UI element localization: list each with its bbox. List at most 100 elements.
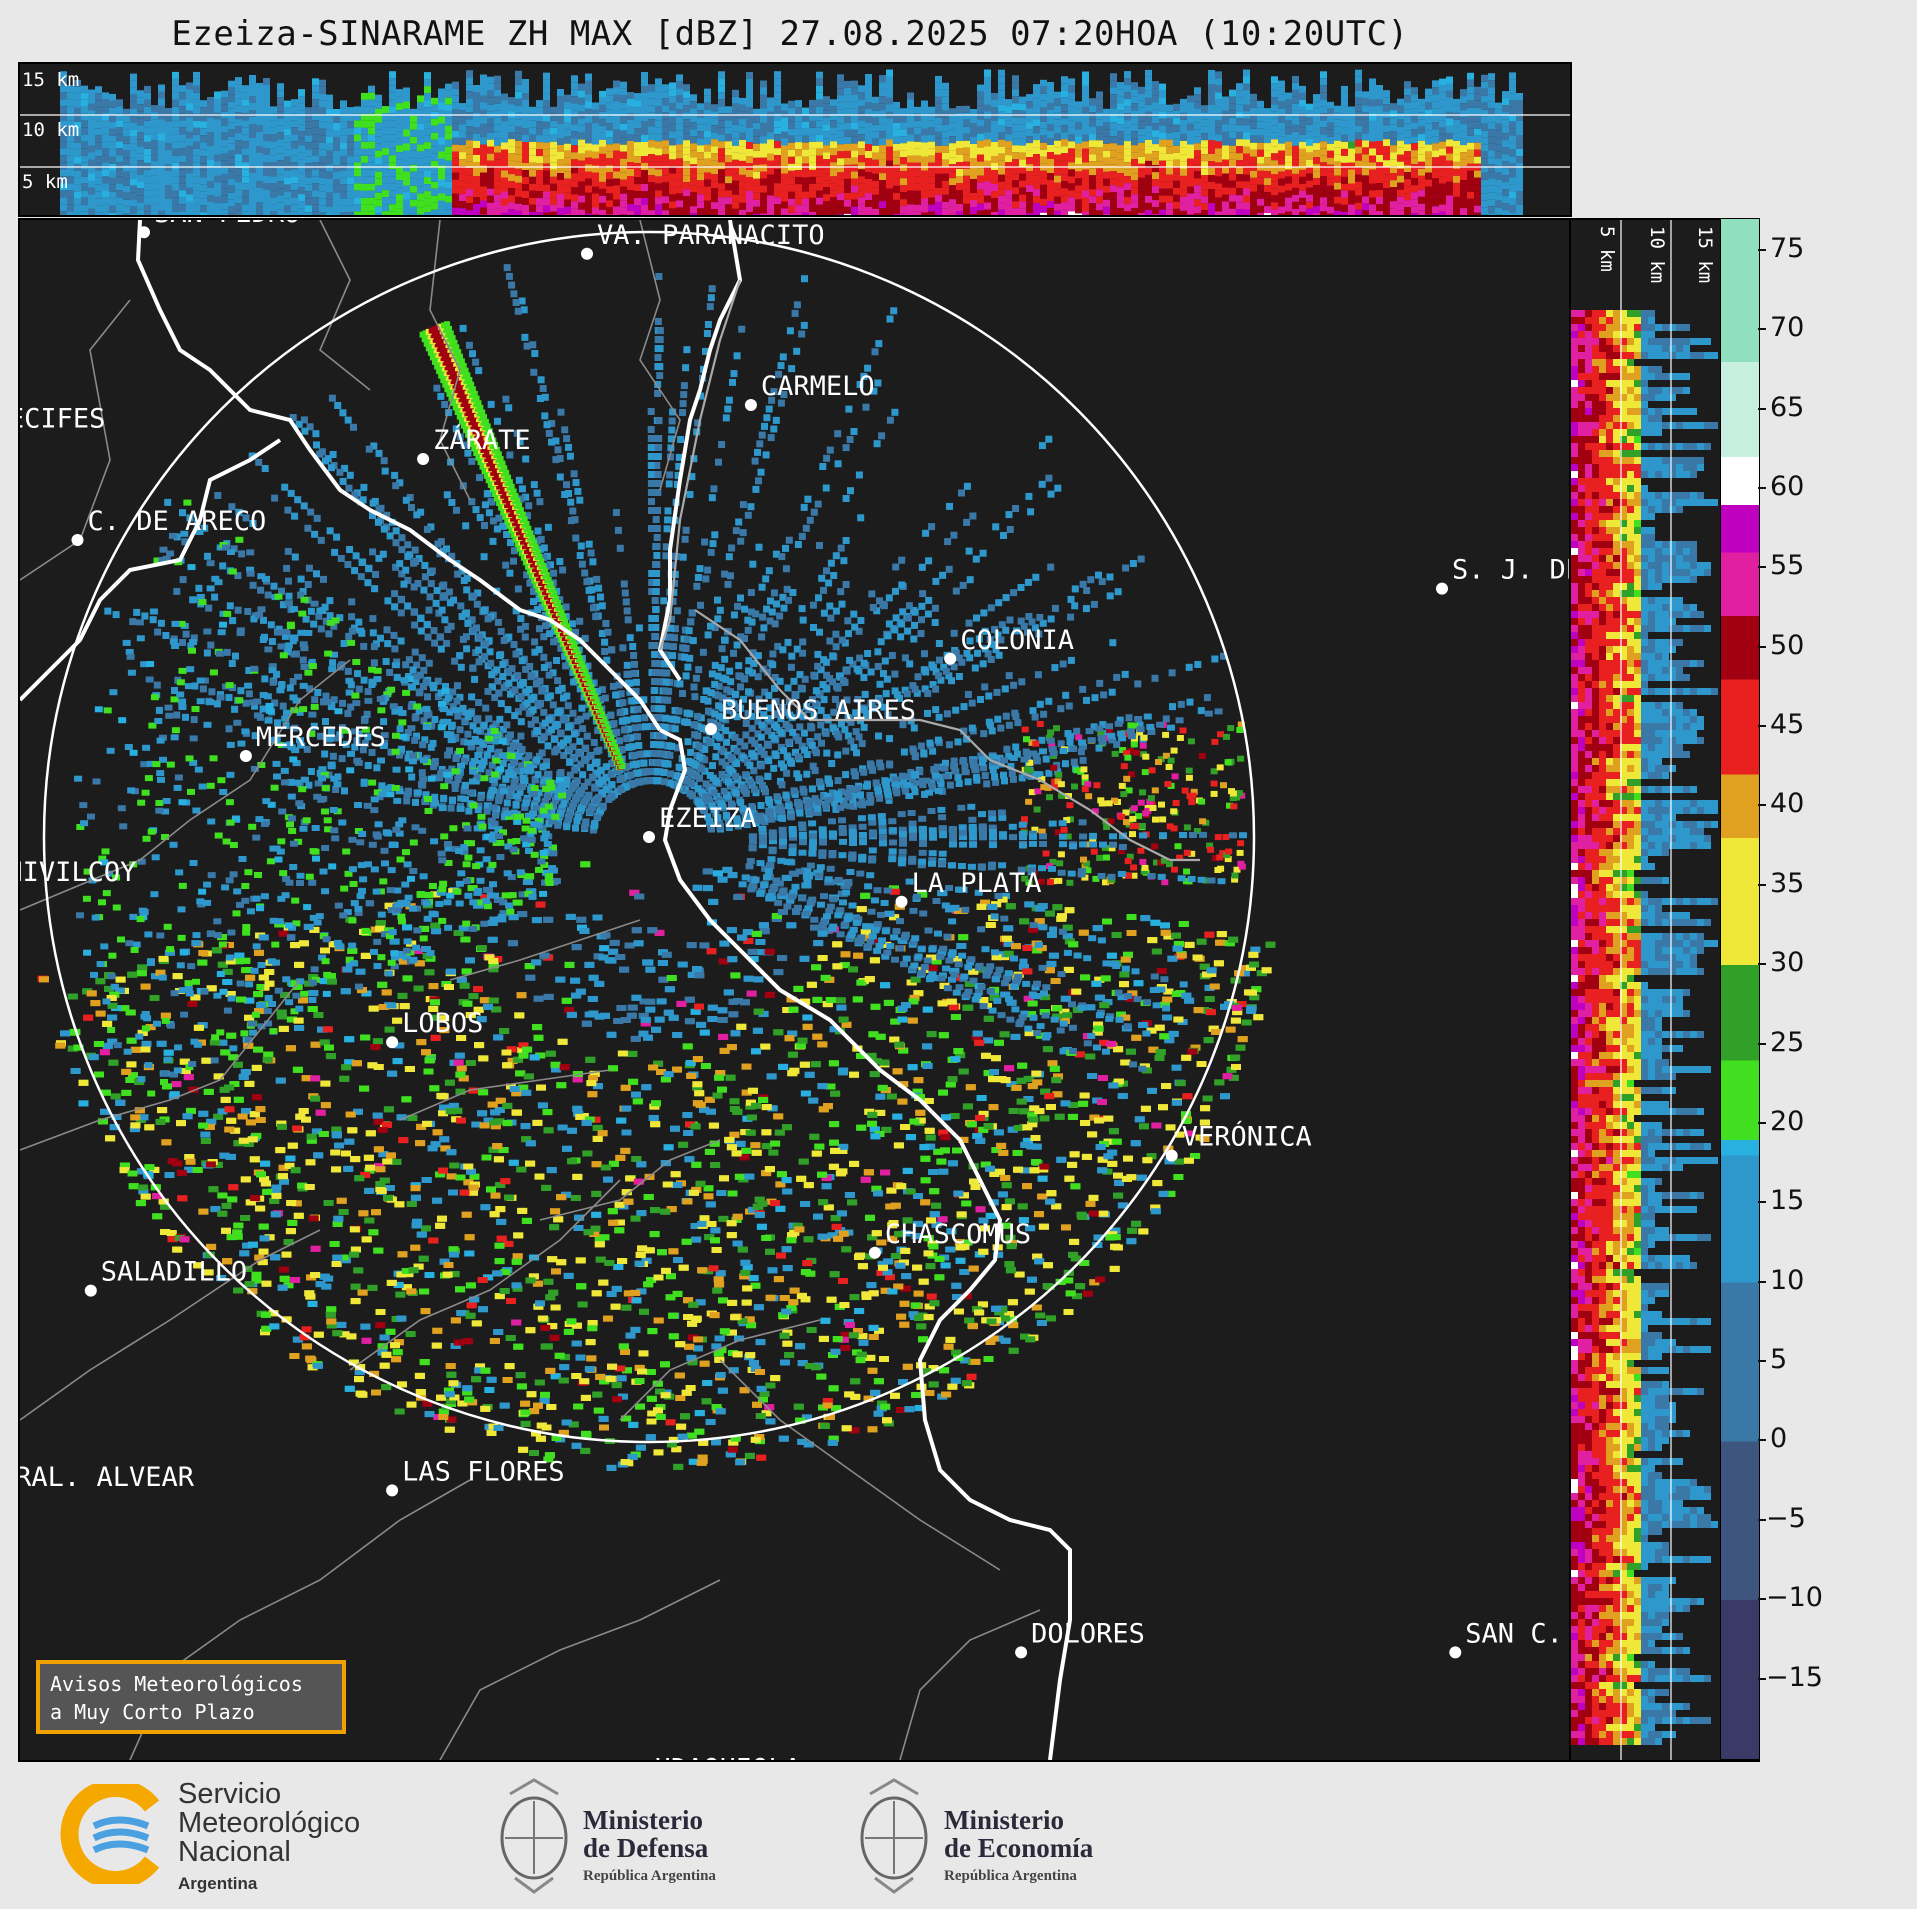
city-label: CHASCOMÚS <box>885 1218 1031 1250</box>
colorbar-tick-label: −10 <box>1766 1582 1823 1614</box>
defensa-line1: Ministerio <box>583 1805 703 1835</box>
avisos-line2: a Muy Corto Plazo <box>50 1700 255 1724</box>
right-label-10km: 10 km <box>1646 226 1668 283</box>
city-label: DOLORES <box>1031 1618 1145 1649</box>
colorbar-tick-label: 5 <box>1770 1344 1788 1376</box>
economia-line1: Ministerio <box>944 1805 1064 1835</box>
right-profile-canvas: 5 km 10 km 15 km <box>1571 220 1718 1760</box>
colorbar-tick-label: −5 <box>1766 1502 1806 1534</box>
colorbar-tick-mark <box>1758 1121 1766 1124</box>
city-marker <box>1449 1646 1462 1659</box>
economia-sub: República Argentina <box>944 1868 1077 1884</box>
avisos-box[interactable]: Avisos Meteorológicos a Muy Corto Plazo <box>36 1660 346 1734</box>
colorbar-tick-mark <box>1758 1042 1766 1045</box>
colorbar-tick-mark <box>1758 1360 1766 1363</box>
top-label-10km: 10 km <box>22 119 79 141</box>
reflectivity-colorbar <box>1720 218 1760 1760</box>
province-borders <box>20 220 1041 1760</box>
city-marker <box>239 750 252 762</box>
right-label-5km: 5 km <box>1596 226 1618 272</box>
city-label: BUENOS AIRES <box>721 695 916 726</box>
colorbar-tick-mark <box>1758 1677 1766 1680</box>
radar-map-canvas: ROSARIOGUALEGUAYCHÚGUALEGUAYSAN NICOLÁSD… <box>20 220 1570 1760</box>
colorbar-tick-label: 40 <box>1770 788 1805 820</box>
colorbar-tick-label: 0 <box>1770 1423 1788 1455</box>
colorbar-tick-mark <box>1758 883 1766 886</box>
city-marker <box>386 1484 399 1497</box>
colorbar-tick-mark <box>1758 1518 1766 1521</box>
economia-line2: de Economía <box>944 1833 1094 1863</box>
avisos-line1: Avisos Meteorológicos <box>50 1672 303 1696</box>
economia-coat-of-arms-icon <box>860 1778 928 1894</box>
colorbar-tick-label: 25 <box>1770 1026 1805 1058</box>
radar-map[interactable]: ROSARIOGUALEGUAYCHÚGUALEGUAYSAN NICOLÁSD… <box>18 218 1572 1762</box>
city-label: S. J. DE MAYO <box>1452 555 1570 586</box>
city-marker <box>138 226 150 239</box>
colorbar-tick-mark <box>1758 328 1766 331</box>
colorbar-tick-label: 35 <box>1770 867 1805 899</box>
top-label-15km: 15 km <box>22 69 79 91</box>
city-marker <box>84 1284 97 1297</box>
city-label: GRAL. ALVEAR <box>20 1462 195 1493</box>
colorbar-tick-label: 75 <box>1770 232 1805 264</box>
city-label: LAS FLORES <box>402 1456 565 1487</box>
smn-line1: Servicio <box>178 1778 282 1810</box>
smn-logo-icon <box>60 1784 160 1884</box>
range-ring <box>42 230 1256 1444</box>
colorbar-tick-label: 10 <box>1770 1264 1805 1296</box>
city-marker <box>705 723 717 735</box>
uruguay-coast <box>658 279 1200 862</box>
colorbar-tick-mark <box>1758 1201 1766 1204</box>
city-label: UDAQUIOLA <box>655 1753 801 1760</box>
smn-logo-text: Servicio Meteorológico Nacional Argentin… <box>178 1780 360 1898</box>
colorbar-tick-mark <box>1758 645 1766 648</box>
colorbar-tick-label: 45 <box>1770 709 1805 741</box>
smn-line3: Nacional <box>178 1836 291 1868</box>
city-label: VERÓNICA <box>1182 1121 1312 1153</box>
city-label: SAN C. DEL TUYÚ <box>1465 1617 1570 1649</box>
colorbar-tick-label: 65 <box>1770 391 1805 423</box>
defensa-sub: República Argentina <box>583 1868 716 1884</box>
city-marker <box>581 247 593 260</box>
colorbar-tick-mark <box>1758 248 1766 251</box>
defensa-coat-of-arms-icon <box>500 1778 568 1894</box>
top-height-profile: 15 km 10 km 5 km <box>18 62 1572 217</box>
colorbar-tick-label: 15 <box>1770 1185 1805 1217</box>
city-marker <box>71 534 84 546</box>
city-marker <box>1165 1149 1178 1162</box>
city-label: LOBOS <box>402 1008 483 1039</box>
colorbar-tick-mark <box>1758 566 1766 569</box>
city-label: C. DE ARECO <box>88 506 267 537</box>
colorbar-tick-mark <box>1758 804 1766 807</box>
defensa-line2: de Defensa <box>583 1833 709 1863</box>
city-label: VA. PARANACITO <box>597 220 825 251</box>
city-marker <box>895 895 908 908</box>
colorbar-tick-label: 50 <box>1770 629 1805 661</box>
city-label: LA PLATA <box>912 868 1042 899</box>
city-marker <box>744 399 757 411</box>
top-label-5km: 5 km <box>22 171 68 193</box>
city-marker <box>417 453 430 465</box>
coastline <box>20 220 1072 1760</box>
city-marker <box>386 1036 399 1049</box>
colorbar-tick-mark <box>1758 407 1766 410</box>
smn-line2: Meteorológico <box>178 1807 361 1839</box>
city-marker <box>868 1246 881 1259</box>
city-label: EZEIZA <box>659 803 757 834</box>
economia-logo-text: Ministerio de Economía República Argenti… <box>944 1806 1093 1890</box>
colorbar-tick-label: 30 <box>1770 947 1805 979</box>
city-label: COLONIA <box>960 625 1074 656</box>
top-profile-canvas: 15 km 10 km 5 km <box>20 69 1570 215</box>
city-label: CHIVILCOY <box>20 857 136 888</box>
colorbar-tick-mark <box>1758 963 1766 966</box>
city-label: ARRECIFES <box>20 403 105 434</box>
colorbar-tick-mark <box>1758 725 1766 728</box>
smn-country: Argentina <box>178 1874 258 1893</box>
colorbar-tick-mark <box>1758 1598 1766 1601</box>
city-label: SAN PEDRO <box>154 220 300 229</box>
colorbar-tick-label: −15 <box>1766 1661 1823 1693</box>
map-title: Ezeiza-SINARAME ZH MAX [dBZ] 27.08.2025 … <box>171 14 1409 54</box>
colorbar-tick-label: 20 <box>1770 1105 1805 1137</box>
city-labels: ROSARIOGUALEGUAYCHÚGUALEGUAYSAN NICOLÁSD… <box>20 220 1570 1760</box>
city-label: MERCEDES <box>256 722 386 753</box>
